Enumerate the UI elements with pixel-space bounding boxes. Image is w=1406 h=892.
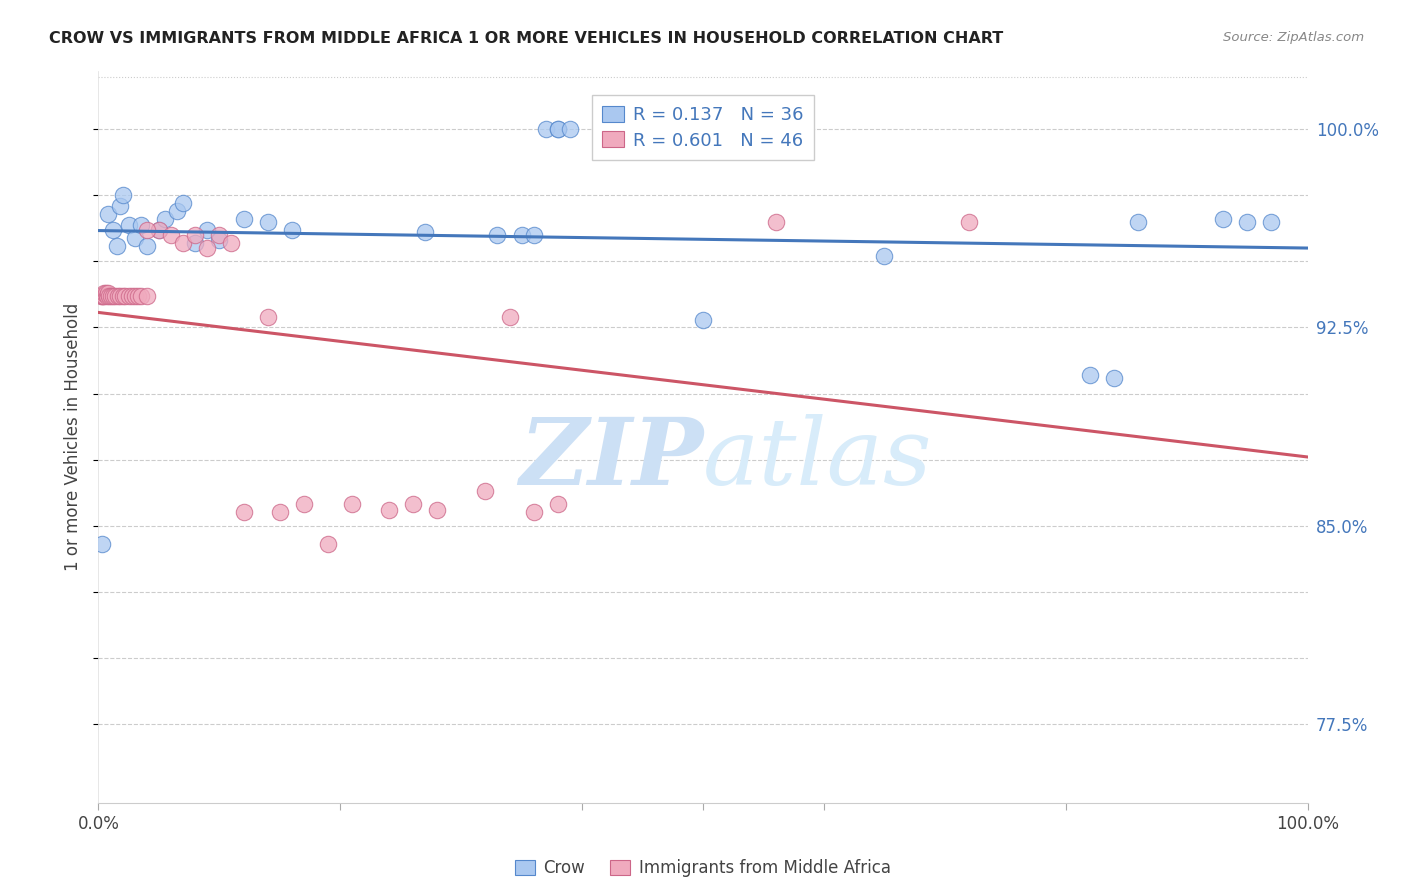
Point	[96, 289, 118, 303]
Point	[129, 289, 152, 303]
Point	[124, 230, 146, 244]
Point	[232, 212, 254, 227]
Point	[160, 228, 183, 243]
Point	[135, 238, 157, 252]
Point	[1212, 212, 1234, 227]
Point	[208, 228, 231, 243]
Point	[148, 223, 170, 237]
Point	[619, 122, 641, 136]
Point	[98, 289, 121, 303]
Point	[148, 223, 170, 237]
Text: ZIP: ZIP	[519, 414, 703, 504]
Point	[316, 537, 339, 551]
Point	[100, 289, 122, 303]
Point	[107, 289, 129, 303]
Point	[105, 238, 128, 252]
Point	[558, 122, 581, 136]
Point	[547, 497, 569, 511]
Point	[93, 289, 115, 303]
Point	[523, 228, 546, 243]
Point	[292, 497, 315, 511]
Point	[377, 502, 399, 516]
Point	[413, 226, 436, 240]
Point	[101, 223, 124, 237]
Point	[90, 289, 112, 303]
Point	[127, 289, 149, 303]
Y-axis label: 1 or more Vehicles in Household: 1 or more Vehicles in Household	[65, 303, 83, 571]
Text: CROW VS IMMIGRANTS FROM MIDDLE AFRICA 1 OR MORE VEHICLES IN HOUSEHOLD CORRELATIO: CROW VS IMMIGRANTS FROM MIDDLE AFRICA 1 …	[49, 31, 1004, 46]
Point	[135, 289, 157, 303]
Point	[1236, 215, 1258, 229]
Point	[342, 497, 364, 511]
Point	[97, 286, 120, 301]
Point	[129, 218, 152, 232]
Point	[269, 505, 291, 519]
Point	[232, 505, 254, 519]
Point	[426, 502, 449, 516]
Point	[281, 223, 304, 237]
Point	[1260, 215, 1282, 229]
Legend: R = 0.137   N = 36, R = 0.601   N = 46: R = 0.137 N = 36, R = 0.601 N = 46	[592, 95, 814, 161]
Point	[208, 233, 231, 247]
Point	[873, 249, 896, 263]
Point	[474, 484, 496, 499]
Point	[166, 204, 188, 219]
Point	[101, 289, 124, 303]
Point	[114, 289, 136, 303]
Text: Source: ZipAtlas.com: Source: ZipAtlas.com	[1223, 31, 1364, 45]
Point	[91, 537, 114, 551]
Point	[111, 289, 134, 303]
Point	[547, 122, 569, 136]
Point	[111, 188, 134, 202]
Point	[402, 497, 425, 511]
Point	[97, 207, 120, 221]
Point	[195, 241, 218, 255]
Point	[486, 228, 509, 243]
Legend: Crow, Immigrants from Middle Africa: Crow, Immigrants from Middle Africa	[509, 853, 897, 884]
Point	[765, 215, 787, 229]
Point	[118, 218, 141, 232]
Point	[91, 289, 114, 303]
Point	[172, 235, 194, 250]
Point	[184, 228, 207, 243]
Point	[534, 122, 557, 136]
Point	[108, 289, 131, 303]
Point	[153, 212, 176, 227]
Point	[692, 312, 714, 326]
Point	[172, 196, 194, 211]
Point	[221, 235, 243, 250]
Point	[256, 310, 278, 324]
Point	[195, 223, 218, 237]
Point	[91, 289, 114, 303]
Point	[1128, 215, 1150, 229]
Point	[256, 215, 278, 229]
Point	[1102, 370, 1125, 384]
Point	[510, 228, 533, 243]
Point	[957, 215, 980, 229]
Point	[104, 289, 127, 303]
Point	[547, 122, 569, 136]
Point	[108, 199, 131, 213]
Point	[184, 235, 207, 250]
Point	[118, 289, 141, 303]
Point	[94, 286, 117, 301]
Point	[135, 223, 157, 237]
Point	[124, 289, 146, 303]
Point	[121, 289, 143, 303]
Point	[93, 286, 115, 301]
Text: atlas: atlas	[703, 414, 932, 504]
Point	[523, 505, 546, 519]
Point	[498, 310, 520, 324]
Point	[1078, 368, 1101, 382]
